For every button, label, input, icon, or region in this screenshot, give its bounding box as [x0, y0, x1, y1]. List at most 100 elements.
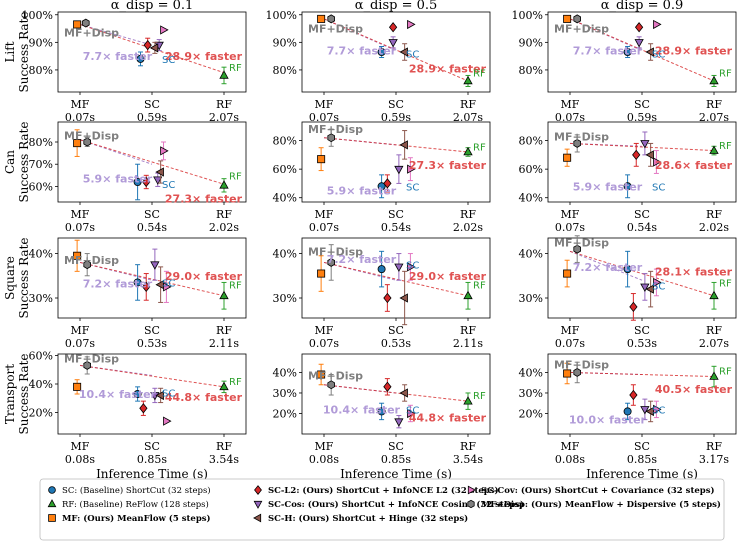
label-rf: RF: [473, 281, 486, 292]
legend-label-sc-h: SC-H: (Ours) ShortCut + Hinge (32 steps): [268, 513, 468, 524]
annotation-speedup-sc: 7.2× faster: [573, 261, 643, 274]
trend-line-mf-rf: [323, 18, 469, 82]
legend-marker-sc-cov: [467, 485, 476, 495]
xtick-time-label: 0.53s: [381, 337, 411, 350]
xtick-time-label: 0.07s: [65, 221, 95, 234]
point-sc-l2: [383, 178, 392, 189]
label-sc: SC: [406, 261, 419, 272]
annotation-speedup-sc: 7.2× faster: [83, 277, 153, 290]
point-rf: [219, 180, 229, 189]
ytick-label: 30%: [519, 292, 543, 305]
ytick-label: 100%: [512, 9, 543, 22]
annotation-speedup-sc: 7.2× faster: [327, 253, 397, 266]
ytick-label: 40%: [273, 248, 297, 261]
annotation-speedup-rf: 27.3× faster: [165, 193, 243, 206]
ytick-label: 30%: [273, 387, 297, 400]
point-rf: [709, 371, 719, 380]
xtick-time-label: 0.53s: [137, 337, 167, 350]
xtick-time-label: 2.02s: [699, 221, 729, 234]
legend-label-mf: MF: (Ours) MeanFlow (5 steps): [62, 513, 211, 524]
point-sc-h: [155, 167, 164, 177]
legend: SC: (Baseline) ShortCut (32 steps) RF: (B…: [39, 478, 725, 541]
ytick-label: 20%: [29, 407, 53, 420]
xtick-time-label: 2.11s: [209, 337, 239, 350]
ytick-label: 80%: [29, 136, 53, 149]
trend-line-mf-rf: [79, 139, 225, 185]
legend-marker-sc-h: [253, 513, 262, 523]
xtick-label: SC: [388, 208, 404, 221]
label-sc: SC: [406, 405, 419, 416]
point-sc-cov: [163, 416, 172, 426]
ytick-label: 80%: [519, 64, 543, 77]
label-sc: SC: [406, 49, 419, 60]
xtick-label: SC: [634, 98, 650, 111]
point-mf-disp: [327, 258, 336, 267]
panel-r1-c0: 60%70%80%MF0.07sSC0.54sRF2.02sCanSuccess…: [3, 121, 247, 234]
trend-line-mf-rf: [79, 364, 225, 388]
label-rf: RF: [473, 142, 486, 153]
point-sc-l2: [139, 403, 148, 414]
xtick-label: MF: [71, 208, 90, 221]
point-rf: [463, 75, 473, 85]
point-sc-h: [399, 388, 408, 398]
panel-r3-c0: 20%40%60%MF0.08sSC0.85sRF3.54sTransportS…: [3, 349, 247, 481]
annotation-mf-disp: MF+Disp: [64, 129, 119, 142]
xtick-time-label: 0.54s: [137, 221, 167, 234]
point-sc-cos: [634, 39, 644, 48]
annotation-mf-disp: MF+Disp: [308, 23, 363, 36]
ytick-label: 40%: [273, 192, 297, 205]
label-rf: RF: [473, 69, 486, 80]
point-sc-l2: [629, 301, 638, 313]
point-sc-cov: [407, 262, 416, 272]
trend-line-mf-rf: [569, 371, 715, 378]
xtick-label: RF: [706, 98, 722, 111]
point-sc-cov: [653, 404, 662, 414]
point-mf-disp: [327, 380, 336, 390]
point-sc: [623, 265, 632, 274]
annotation-speedup-rf: 29.0× faster: [165, 270, 243, 283]
legend-label-mf-disp: MF+Disp: (Ours) MeanFlow + Dispersive (5…: [481, 499, 721, 510]
point-mf: [317, 155, 326, 164]
xtick-time-label: 0.08s: [65, 453, 95, 466]
xtick-label: SC: [144, 98, 160, 111]
xtick-time-label: 2.02s: [209, 221, 239, 234]
legend-box: [39, 478, 725, 541]
annotation-speedup-rf: 29.0× faster: [409, 270, 487, 283]
xtick-label: SC: [144, 440, 160, 453]
legend-label-sc: SC: (Baseline) ShortCut (32 steps): [62, 485, 211, 496]
panel-r3-c1: 20%30%40%MF0.08sSC0.85sRF3.54sInference …: [273, 353, 491, 481]
xtick-time-label: 2.07s: [699, 337, 729, 350]
ytick-label: 60%: [29, 349, 53, 362]
xtick-label: RF: [706, 440, 722, 453]
point-sc-h: [155, 390, 164, 401]
trend-line-mf-sc: [569, 250, 643, 281]
annotation-mf-disp: MF+Disp: [64, 352, 119, 365]
point-sc-h: [645, 284, 654, 294]
panel-r0-c1: 80%90%100%MF0.07sSC0.59sRF2.07sMF+Disp7.…: [266, 9, 491, 124]
annotation-speedup-rf: 44.8× faster: [409, 412, 487, 425]
xtick-label: RF: [216, 324, 232, 337]
point-sc-h: [399, 293, 408, 303]
annotation-speedup-sc: 10.0× faster: [569, 414, 647, 427]
annotation-mf-disp: MF+Disp: [554, 130, 609, 143]
trend-line-mf-sc: [569, 18, 643, 52]
panels: 80%90%100%MF0.07sSC0.59sRF2.07sLiftSucce…: [3, 9, 737, 481]
row-label-2: SquareSuccess Rate: [3, 237, 31, 318]
point-mf-disp: [327, 133, 336, 143]
xtick-label: SC: [388, 440, 404, 453]
annotation-speedup-sc: 7.7× faster: [83, 50, 153, 63]
panel-r0-c0: 80%90%100%MF0.07sSC0.59sRF2.07sLiftSucce…: [3, 9, 247, 124]
panel-r1-c2: 40%60%80%MF0.07sSC0.54sRF2.02sMF+Disp5.9…: [519, 121, 737, 234]
point-mf: [563, 369, 572, 378]
point-sc-l2: [142, 176, 151, 188]
xtick-label: SC: [144, 208, 160, 221]
panel-r3-c2: 20%30%40%MF0.08sSC0.85sRF3.17sInference …: [519, 353, 737, 481]
point-mf-disp: [81, 18, 90, 28]
label-sc: SC: [652, 49, 665, 60]
annotation-speedup-sc: 7.7× faster: [327, 45, 397, 58]
xtick-label: MF: [315, 98, 334, 111]
label-sc: SC: [162, 180, 175, 191]
xtick-time-label: 2.07s: [699, 111, 729, 124]
point-mf-disp: [83, 137, 91, 147]
ytick-label: 90%: [29, 36, 53, 49]
